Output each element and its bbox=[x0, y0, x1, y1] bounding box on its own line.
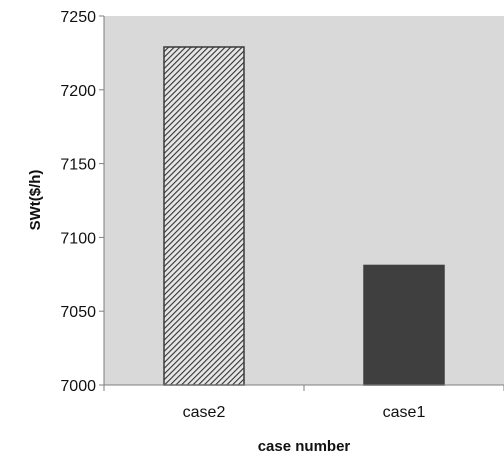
y-tick-label: 7000 bbox=[60, 378, 96, 395]
y-ticks: 7000 7050 7100 7150 7200 7250 bbox=[60, 9, 104, 395]
y-tick-label: 7050 bbox=[60, 304, 96, 321]
x-category-label: case2 bbox=[183, 404, 226, 421]
bars bbox=[163, 46, 445, 386]
x-categories: case2 case1 bbox=[103, 385, 504, 421]
x-category-label: case1 bbox=[383, 404, 426, 421]
y-tick-label: 7150 bbox=[60, 157, 96, 174]
y-tick-label: 7100 bbox=[60, 230, 96, 247]
bar-case2 bbox=[163, 46, 245, 386]
x-axis-title: case number bbox=[258, 438, 351, 455]
y-tick-label: 7200 bbox=[60, 83, 96, 100]
bar-case1 bbox=[363, 264, 445, 386]
y-tick-label: 7250 bbox=[60, 9, 96, 26]
y-axis-title: SWt($/h) bbox=[27, 170, 44, 231]
